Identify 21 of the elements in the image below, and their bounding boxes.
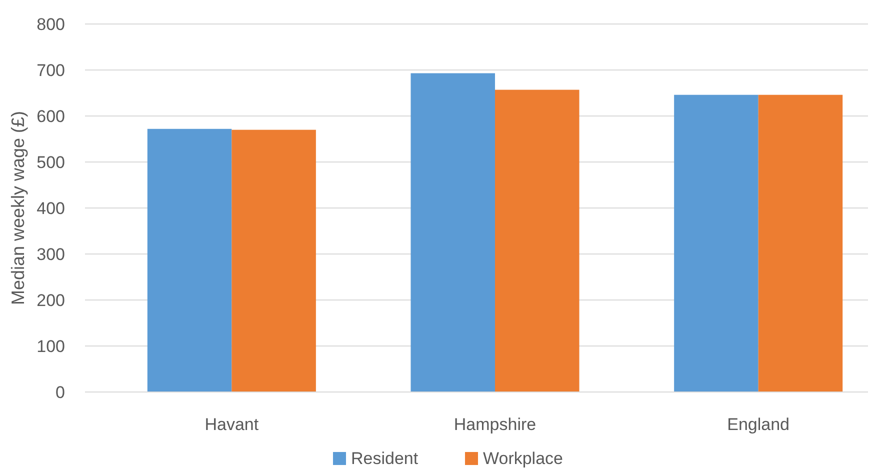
bar bbox=[410, 73, 495, 392]
x-tick-label: Havant bbox=[204, 415, 259, 434]
y-tick-label: 400 bbox=[36, 198, 65, 218]
y-tick-label: 700 bbox=[36, 60, 65, 80]
y-tick-label: 200 bbox=[36, 290, 65, 310]
legend-label: Workplace bbox=[483, 449, 563, 468]
bar bbox=[674, 94, 758, 392]
y-tick-label: 800 bbox=[36, 14, 65, 34]
y-tick-label: 100 bbox=[36, 336, 65, 356]
bar bbox=[495, 90, 580, 392]
y-tick-label: 600 bbox=[36, 106, 65, 126]
bar bbox=[232, 130, 316, 392]
y-axis-title: Median weekly wage (£) bbox=[8, 110, 28, 306]
x-tick-label: England bbox=[727, 415, 790, 434]
bar bbox=[147, 128, 232, 392]
bar bbox=[758, 94, 843, 392]
legend-label: Resident bbox=[351, 449, 418, 468]
y-tick-label: 0 bbox=[56, 382, 65, 402]
y-tick-label: 300 bbox=[36, 244, 65, 264]
x-tick-label: Hampshire bbox=[454, 415, 536, 434]
y-tick-label: 500 bbox=[36, 152, 65, 172]
